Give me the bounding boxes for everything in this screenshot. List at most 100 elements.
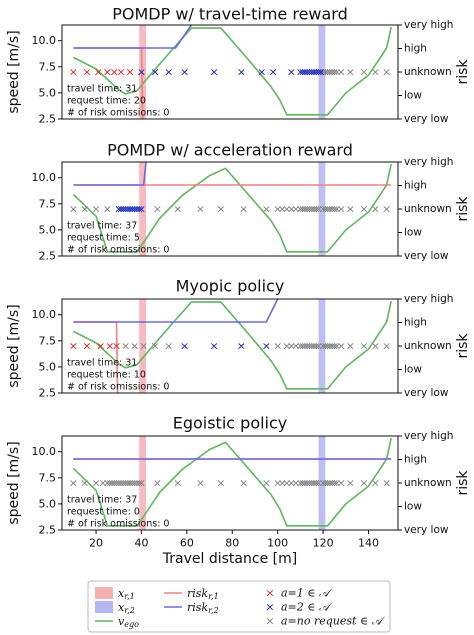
- chart-panel-4: Egoistic policy 2.5 5.0 7.5 10.0 very low low u…: [6, 414, 471, 568]
- marker-request-1: ×: [125, 66, 134, 79]
- series-speed-line: [73, 300, 392, 390]
- marker-no-request: ×: [305, 340, 314, 353]
- marker-no-request: ×: [307, 477, 316, 490]
- marker-no-request: ×: [337, 66, 346, 79]
- marker-no-request: ×: [116, 477, 125, 490]
- marker-no-request: ×: [332, 340, 341, 353]
- legend-label: a=no request ∈ 𝒜: [281, 615, 386, 628]
- marker-no-request: ×: [112, 477, 121, 490]
- y2-tick-label: unknown: [404, 66, 452, 78]
- info-line: # of risk omissions: 0: [67, 519, 169, 530]
- y2-tick-label: low: [404, 227, 422, 239]
- series-speed-line: [73, 26, 392, 116]
- marker-no-request: ×: [307, 340, 316, 353]
- marker-no-request: ×: [323, 340, 332, 353]
- marker-no-request: ×: [332, 203, 341, 216]
- marker-no-request: ×: [305, 477, 314, 490]
- marker-no-request: ×: [314, 203, 323, 216]
- marker-no-request: ×: [312, 477, 321, 490]
- marker-no-request: ×: [80, 477, 89, 490]
- marker-no-request: ×: [273, 477, 282, 490]
- marker-no-request: ×: [98, 477, 107, 490]
- marker-no-request: ×: [382, 203, 391, 216]
- chart-title: Egoistic policy: [173, 414, 288, 433]
- y-tick-label: 2.5: [39, 524, 57, 537]
- marker-no-request: ×: [346, 66, 355, 79]
- chart-panel-2: POMDP w/ acceleration reward 2.5 5.0 7.5 10.…: [32, 141, 472, 263]
- plot-frame: [61, 435, 399, 531]
- legend-label: vego: [118, 615, 139, 629]
- marker-request-2: ×: [237, 66, 246, 79]
- marker-no-request: ×: [128, 477, 137, 490]
- marker-no-request: ×: [298, 203, 307, 216]
- marker-no-request: ×: [121, 340, 130, 353]
- marker-no-request: ×: [337, 203, 346, 216]
- marker-no-request: ×: [291, 340, 300, 353]
- y-tick-label: 2.5: [39, 113, 57, 126]
- marker-no-request: ×: [137, 477, 146, 490]
- marker-no-request: ×: [321, 340, 330, 353]
- marker-no-request: ×: [359, 477, 368, 490]
- marker-no-request: ×: [309, 203, 318, 216]
- y-tick-label: 2.5: [39, 387, 57, 400]
- marker-request-2: ×: [309, 66, 318, 79]
- marker-no-request: ×: [125, 477, 134, 490]
- marker-no-request: ×: [164, 340, 173, 353]
- marker-no-request: ×: [121, 477, 130, 490]
- span-xr2: [318, 162, 326, 256]
- marker-request-2: ×: [119, 203, 128, 216]
- legend-label-main: x: [118, 601, 125, 614]
- marker-request-2: ×: [125, 203, 134, 216]
- span-xr1: [139, 436, 146, 530]
- marker-no-request: ×: [123, 477, 132, 490]
- marker-request-2: ×: [130, 203, 139, 216]
- legend-label-main: v: [118, 615, 125, 628]
- info-line: # of risk omissions: 0: [67, 245, 169, 256]
- marker-no-request: ×: [216, 203, 225, 216]
- y-tick-label: 10.0: [32, 34, 57, 47]
- span-xr2: [318, 436, 326, 530]
- y2-tick-label: very low: [404, 387, 449, 399]
- marker-no-request: ×: [328, 203, 337, 216]
- marker-no-request: ×: [262, 203, 271, 216]
- y2-axis-label: risk: [455, 196, 471, 222]
- legend-label: xr,2: [118, 601, 135, 615]
- marker-no-request: ×: [314, 340, 323, 353]
- marker-no-request: ×: [196, 477, 205, 490]
- marker-no-request: ×: [321, 66, 330, 79]
- chart-panel-1: POMDP w/ travel-time reward 2.5 5.0 7.5 10.0…: [6, 5, 471, 126]
- plot-area: ××××××××××××××××××××××××××××××××××××××××…: [69, 162, 392, 253]
- marker-no-request: ×: [382, 477, 391, 490]
- marker-request-2: ×: [287, 66, 296, 79]
- marker-no-request: ×: [346, 340, 355, 353]
- marker-request-1: ×: [69, 340, 78, 353]
- series-risk2-line: [73, 25, 193, 49]
- marker-request-2: ×: [316, 66, 325, 79]
- y-tick-label: 7.5: [39, 334, 57, 347]
- marker-no-request: ×: [119, 477, 128, 490]
- marker-no-request: ×: [298, 477, 307, 490]
- x-tick-label: 120: [313, 537, 334, 550]
- plot-area: ××××××××××××××××××××××××××××××××××××××××…: [69, 437, 392, 527]
- y2-tick-label: high: [404, 180, 427, 192]
- legend-label: riskr,2: [187, 601, 219, 615]
- marker-no-request: ×: [330, 340, 339, 353]
- marker-request-1: ×: [112, 340, 121, 353]
- y2-axis-label: risk: [455, 59, 471, 85]
- marker-no-request: ×: [287, 203, 296, 216]
- marker-no-request: ×: [273, 203, 282, 216]
- x-tick-label: 140: [358, 537, 379, 550]
- legend-swatch-xr2: [95, 601, 113, 613]
- marker-no-request: ×: [291, 477, 300, 490]
- legend-label-sub: r,1: [208, 592, 219, 601]
- marker-no-request: ×: [328, 66, 337, 79]
- marker-no-request: ×: [291, 203, 300, 216]
- marker-no-request: ×: [330, 203, 339, 216]
- marker-request-2: ×: [307, 66, 316, 79]
- marker-no-request: ×: [303, 477, 312, 490]
- y-tick-label: 10.0: [32, 308, 57, 321]
- marker-no-request: ×: [359, 203, 368, 216]
- marker-no-request: ×: [105, 477, 114, 490]
- marker-request-2: ×: [128, 203, 137, 216]
